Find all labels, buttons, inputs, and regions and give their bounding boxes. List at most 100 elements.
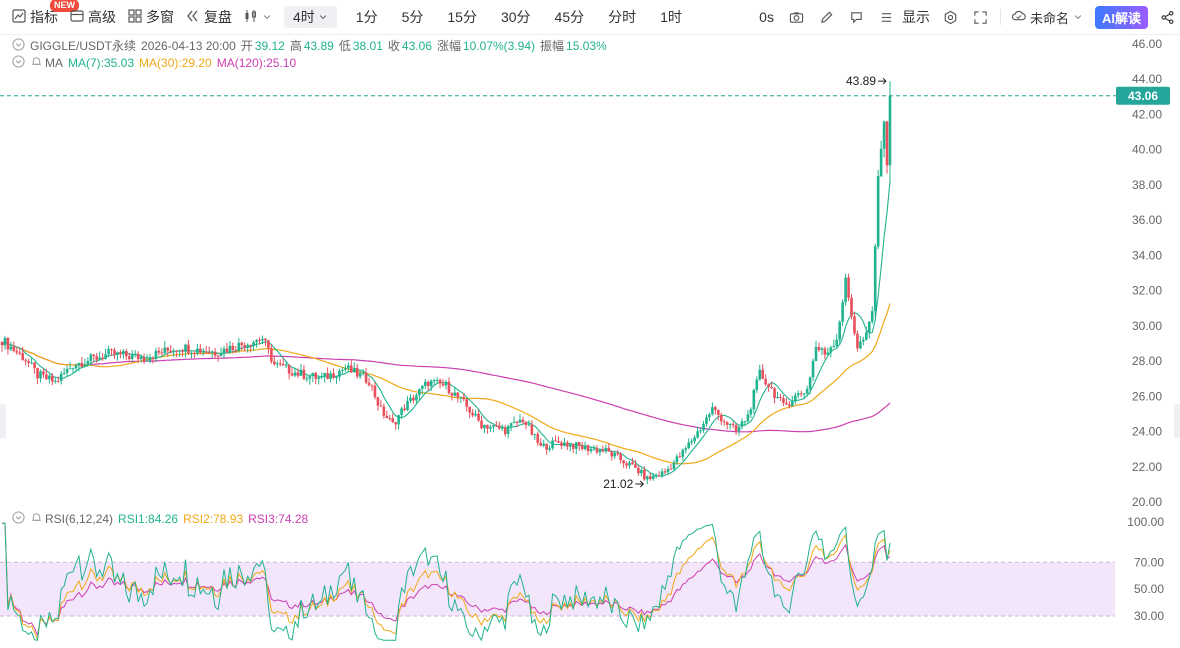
timeframe-1h[interactable]: 1时 xyxy=(660,9,682,25)
price-tick-label: 26.00 xyxy=(1132,389,1162,403)
candle-body xyxy=(817,347,821,350)
candle xyxy=(397,414,400,430)
candle xyxy=(569,443,572,452)
candle-body xyxy=(714,407,717,410)
timeframe-4h-selector[interactable]: 4时 xyxy=(284,6,337,28)
candle xyxy=(693,435,696,445)
candle xyxy=(249,344,252,353)
candle xyxy=(817,342,821,352)
candle xyxy=(267,339,270,355)
collapse-chevron-icon[interactable] xyxy=(12,37,25,54)
change-value: 10.07%(3.94) xyxy=(462,38,536,53)
candle-body xyxy=(468,406,471,413)
candle-body xyxy=(829,347,833,353)
candle xyxy=(477,409,480,423)
candle-body xyxy=(246,344,249,348)
candle xyxy=(311,372,315,383)
fullscreen-icon[interactable] xyxy=(966,0,996,34)
candle-body xyxy=(110,349,113,351)
collapse-chevron-icon[interactable] xyxy=(12,511,25,527)
gear-icon[interactable] xyxy=(936,0,966,34)
left-scroll-handle[interactable] xyxy=(0,404,6,438)
indicators-button[interactable]: 指标 NEW xyxy=(0,0,79,34)
candle-body xyxy=(80,362,84,367)
candle-body xyxy=(290,373,294,376)
candle xyxy=(349,360,353,373)
candle-body xyxy=(438,379,442,384)
candle-body xyxy=(722,421,726,423)
last-price-label: 43.06 xyxy=(1128,89,1158,103)
candle-body xyxy=(234,350,238,352)
candle xyxy=(24,358,27,366)
candle-body xyxy=(184,344,187,352)
candle-body xyxy=(693,437,696,442)
candle xyxy=(237,337,241,353)
replay-button[interactable]: 复盘 xyxy=(180,0,238,34)
candle xyxy=(542,439,545,448)
advanced-button[interactable]: 高级 xyxy=(64,0,122,34)
candle xyxy=(829,345,833,358)
candle xyxy=(3,335,7,350)
candle xyxy=(690,438,693,446)
timeframe-1m[interactable]: 1分 xyxy=(355,9,378,25)
candle xyxy=(870,306,874,325)
share-icon[interactable] xyxy=(1154,0,1180,34)
candle xyxy=(684,446,688,454)
candle xyxy=(278,359,282,367)
candle-body xyxy=(737,426,741,432)
settings-list-icon[interactable] xyxy=(872,0,902,34)
candle xyxy=(119,349,122,359)
timeframe-45m[interactable]: 45分 xyxy=(554,9,585,25)
camera-icon[interactable] xyxy=(782,0,812,34)
candle-body xyxy=(48,375,51,380)
countdown-label[interactable]: 0s xyxy=(759,9,774,25)
candle xyxy=(876,169,880,249)
candle xyxy=(264,337,267,347)
annotation-icon[interactable] xyxy=(842,0,872,34)
candle xyxy=(669,463,673,470)
candle xyxy=(515,420,519,428)
candle xyxy=(338,368,341,381)
candle-body xyxy=(74,365,78,369)
alert-bell-icon[interactable] xyxy=(30,511,43,527)
chart-type-button[interactable] xyxy=(238,0,278,34)
candle-body xyxy=(243,345,247,348)
candle xyxy=(240,341,244,351)
candle-body xyxy=(625,463,628,466)
candle xyxy=(145,354,149,362)
timeframe-timeshare[interactable]: 分时 xyxy=(608,9,637,25)
candle-body xyxy=(237,342,241,351)
high-value: 43.89 xyxy=(303,38,334,53)
alert-bell-icon[interactable] xyxy=(30,55,43,71)
candle-body xyxy=(640,470,643,474)
pencil-icon[interactable] xyxy=(812,0,842,34)
candle xyxy=(199,344,202,355)
candle xyxy=(826,347,830,357)
timeframe-15m[interactable]: 15分 xyxy=(447,9,477,25)
candle xyxy=(352,362,356,373)
collapse-chevron-icon[interactable] xyxy=(12,55,25,71)
close-label: 收 xyxy=(387,39,400,53)
layout-selector[interactable]: 未命名 xyxy=(1005,8,1089,27)
candle-body xyxy=(711,407,714,415)
right-scroll-handle[interactable] xyxy=(1174,404,1180,438)
candle xyxy=(403,404,406,412)
candle-body xyxy=(24,360,27,362)
multi-window-button[interactable]: 多窗 xyxy=(122,0,180,34)
candle xyxy=(39,369,42,383)
candle xyxy=(823,346,827,360)
candle-body xyxy=(166,347,170,351)
timeframe-5m[interactable]: 5分 xyxy=(401,9,424,25)
display-button[interactable]: 显示 xyxy=(901,9,930,25)
ai-interpret-button[interactable]: AI解读 xyxy=(1094,5,1148,29)
candle-body xyxy=(0,341,4,346)
candle xyxy=(305,375,309,382)
candle-body xyxy=(190,352,193,354)
timeframe-30m[interactable]: 30分 xyxy=(500,9,531,25)
candle-body xyxy=(657,475,661,477)
candle xyxy=(204,346,208,354)
candle xyxy=(113,347,116,359)
candle-body xyxy=(793,395,797,402)
